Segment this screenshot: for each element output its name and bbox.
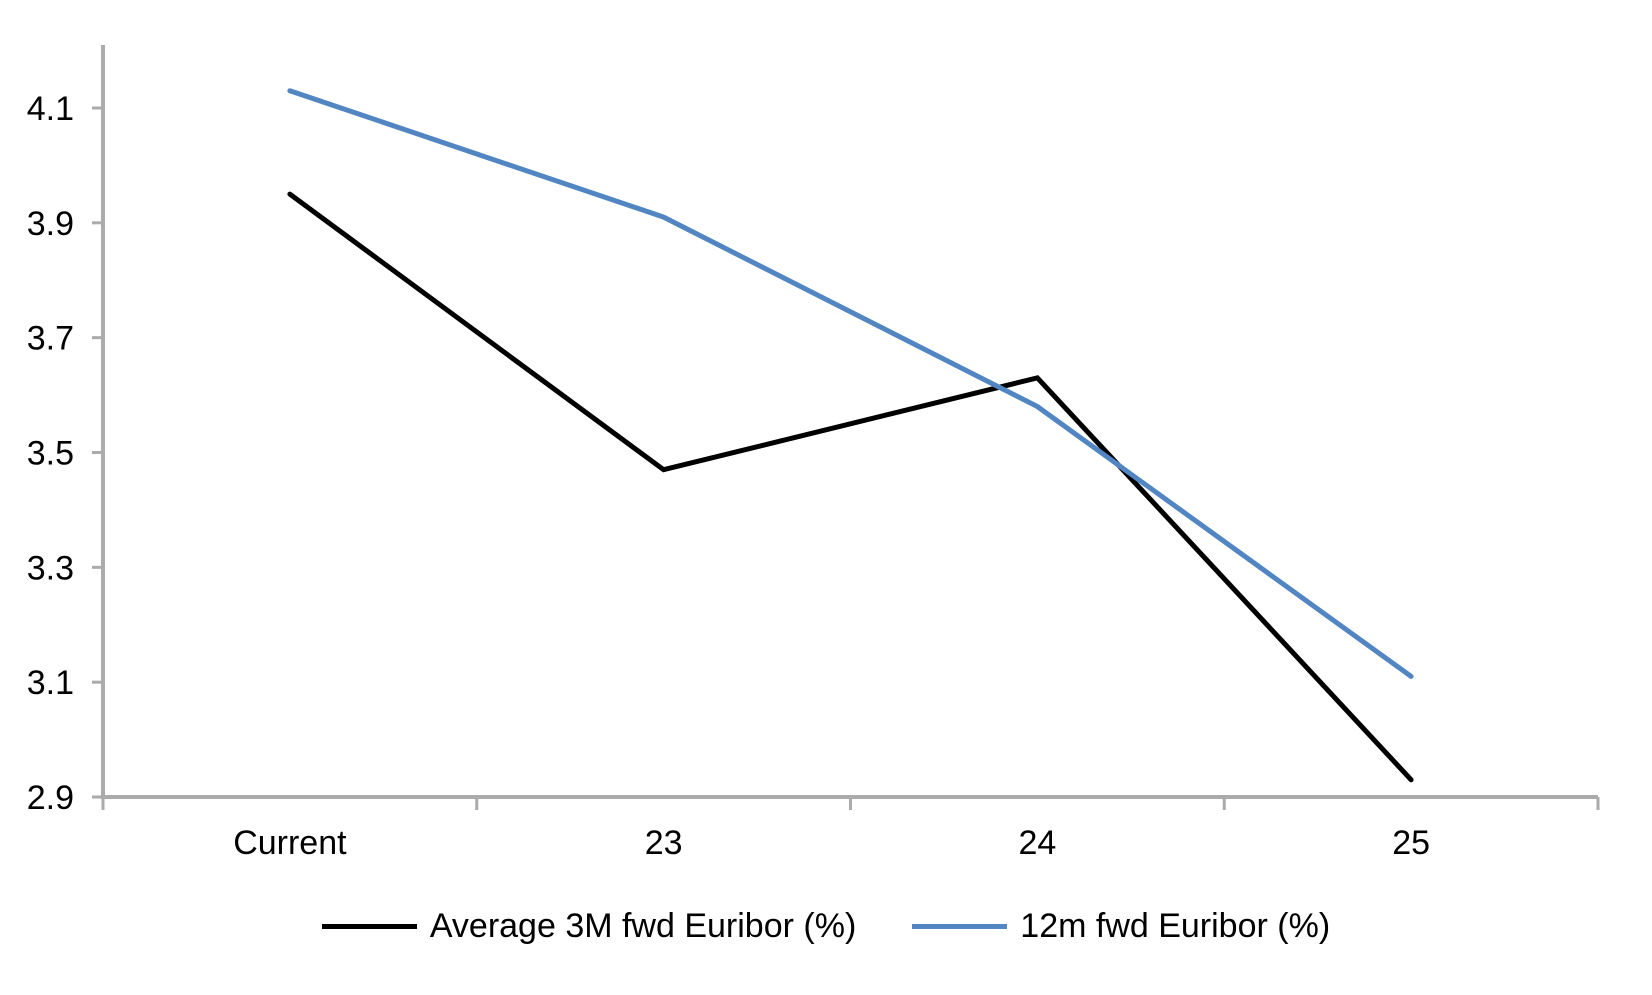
legend-item-12m-fwd-euribor: 12m fwd Euribor (%) xyxy=(912,907,1330,946)
y-tick-label: 3.3 xyxy=(27,549,74,587)
legend-swatch-black-line xyxy=(321,923,417,929)
series-line-12m-fwd-euribor xyxy=(287,88,1414,679)
x-tick-label: 24 xyxy=(1018,824,1056,862)
legend-swatch-blue-line xyxy=(912,923,1008,929)
y-tick-label: 2.9 xyxy=(27,779,74,817)
legend-item-average-3m-fwd-euribor: Average 3M fwd Euribor (%) xyxy=(321,906,857,946)
x-tick-label: 23 xyxy=(645,824,683,862)
y-tick-label: 3.7 xyxy=(27,320,74,358)
y-tick-label: 4.1 xyxy=(27,90,74,128)
y-tick-label: 3.9 xyxy=(27,205,74,243)
y-tick-label: 3.1 xyxy=(27,664,74,702)
legend-label-average-3m-fwd-euribor: Average 3M fwd Euribor (%) xyxy=(429,906,857,945)
series-line-average-3m-fwd-euribor xyxy=(287,191,1414,783)
legend-label-12m-fwd-euribor: 12m fwd Euribor (%) xyxy=(1020,906,1331,945)
chart-legend: Average 3M fwd Euribor (%) 12m fwd Eurib… xyxy=(0,900,1652,952)
y-tick-label: 3.5 xyxy=(27,435,74,473)
x-tick-label: Current xyxy=(233,824,347,862)
x-tick-label: 25 xyxy=(1392,824,1430,862)
